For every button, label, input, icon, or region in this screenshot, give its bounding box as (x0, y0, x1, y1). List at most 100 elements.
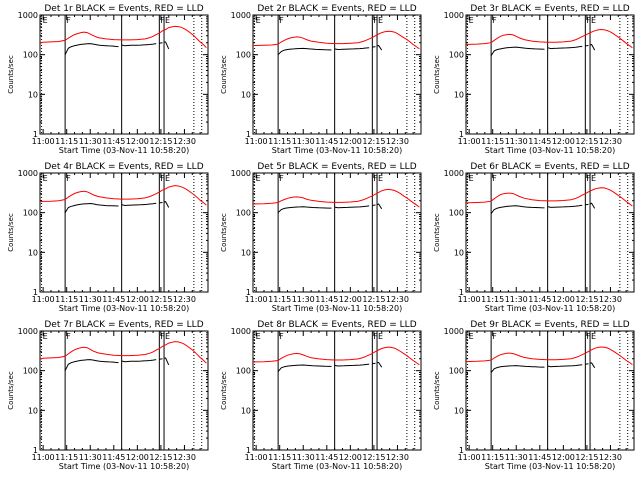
x-axis-label: Start Time (03-Nov-11 10:58:20) (485, 462, 615, 471)
marker-label: E (378, 332, 383, 341)
y-tick-label: 1 (246, 130, 251, 139)
x-tick-label: 12:15 (149, 453, 172, 462)
marker-label: F (66, 332, 71, 341)
y-axis: 1 10 100 1000 Counts/sec (220, 11, 421, 139)
y-axis-label: Counts/sec (220, 55, 228, 94)
plot-frame (465, 14, 635, 135)
marker-label: F (279, 332, 284, 341)
y-tick-label: 1 (246, 288, 251, 297)
x-tick-label: 12:00 (126, 453, 149, 462)
marker-label: F (586, 174, 591, 183)
x-axis-label: Start Time (03-Nov-11 10:58:20) (59, 304, 189, 313)
x-tick-label: 12:15 (575, 137, 598, 146)
marker-label: E (591, 16, 596, 25)
events-series-line (64, 200, 170, 213)
plot-frame (39, 330, 209, 451)
x-tick-label: 11:30 (292, 453, 315, 462)
lld-series-line (39, 341, 207, 364)
plot-frame (39, 14, 209, 135)
events-series-line (277, 203, 383, 214)
marker-label: E (256, 16, 261, 25)
marker-label: E (591, 332, 596, 341)
x-axis-label: Start Time (03-Nov-11 10:58:20) (59, 462, 189, 471)
y-tick-label: 1000 (18, 327, 38, 336)
x-tick-label: 12:15 (149, 137, 172, 146)
x-tick-label: 11:45 (315, 453, 338, 462)
marker-label: F (373, 16, 378, 25)
y-tick-label: 100 (449, 51, 464, 60)
chart-panel: Det 2r BLACK = Events, RED = LLD 1 10 100 10… (220, 4, 422, 155)
y-axis: 1 10 100 1000 Counts/sec (433, 327, 634, 455)
marker-label: E (378, 174, 383, 183)
x-tick-label: 11:00 (458, 137, 481, 146)
x-axis: 11:00 11:15 11:30 11:45 12:00 12:15 12:30Start… (245, 173, 422, 313)
x-axis-label: Start Time (03-Nov-11 10:58:20) (272, 462, 402, 471)
chart-panel: Det 7r BLACK = Events, RED = LLD 1 10 100 10… (7, 320, 209, 471)
chart-title: Det 4r BLACK = Events, RED = LLD (44, 162, 203, 172)
x-tick-label: 12:15 (575, 453, 598, 462)
events-series-line (490, 202, 596, 214)
events-series-line (277, 361, 383, 372)
y-tick-label: 1000 (444, 169, 464, 178)
marker-label: E (43, 16, 48, 25)
y-tick-label: 100 (236, 209, 251, 218)
lld-series-line (252, 346, 420, 366)
lld-series-line (465, 187, 633, 207)
x-tick-label: 12:15 (362, 137, 385, 146)
events-series-line (490, 362, 596, 373)
marker-label: F (279, 174, 284, 183)
x-tick-label: 12:30 (173, 295, 196, 304)
marker-label: F (66, 16, 71, 25)
y-tick-label: 100 (23, 51, 38, 60)
x-axis-label: Start Time (03-Nov-11 10:58:20) (272, 146, 402, 155)
y-tick-label: 1 (459, 130, 464, 139)
x-axis: 11:00 11:15 11:30 11:45 12:00 12:15 12:30Start… (245, 331, 422, 471)
y-tick-label: 1000 (18, 169, 38, 178)
x-tick-label: 12:30 (173, 137, 196, 146)
plot-frame (252, 172, 422, 293)
x-tick-label: 11:30 (79, 137, 102, 146)
x-tick-label: 11:45 (315, 295, 338, 304)
chart-title: Det 3r BLACK = Events, RED = LLD (470, 4, 629, 14)
marker-label: F (492, 174, 497, 183)
x-axis-label: Start Time (03-Nov-11 10:58:20) (485, 146, 615, 155)
y-tick-label: 10 (241, 248, 251, 257)
y-axis: 1 10 100 1000 Counts/sec (7, 327, 208, 455)
chart-panel: Det 6r BLACK = Events, RED = LLD 1 10 100 10… (433, 162, 635, 313)
y-tick-label: 10 (454, 406, 464, 415)
y-tick-label: 100 (236, 367, 251, 376)
y-tick-label: 1000 (18, 11, 38, 20)
x-tick-label: 11:30 (292, 295, 315, 304)
marker-label: E (469, 16, 474, 25)
x-tick-label: 11:45 (528, 453, 551, 462)
x-axis: 11:00 11:15 11:30 11:45 12:00 12:15 12:30Start… (245, 15, 422, 155)
x-tick-label: 12:00 (126, 137, 149, 146)
x-tick-label: 11:15 (268, 295, 291, 304)
x-tick-label: 12:30 (599, 137, 622, 146)
x-axis: 11:00 11:15 11:30 11:45 12:00 12:15 12:30Start… (458, 331, 635, 471)
x-axis: 11:00 11:15 11:30 11:45 12:00 12:15 12:30Start… (32, 173, 209, 313)
y-axis: 1 10 100 1000 Counts/sec (220, 327, 421, 455)
marker-label: E (256, 332, 261, 341)
x-tick-label: 12:00 (339, 453, 362, 462)
y-axis-label: Counts/sec (433, 55, 441, 94)
plot-frame (465, 172, 635, 293)
y-tick-label: 100 (449, 367, 464, 376)
x-tick-label: 12:15 (575, 295, 598, 304)
x-tick-label: 11:45 (102, 295, 125, 304)
y-axis-label: Counts/sec (433, 371, 441, 410)
y-tick-label: 1 (33, 130, 38, 139)
y-axis-label: Counts/sec (220, 213, 228, 252)
x-tick-label: 11:30 (292, 137, 315, 146)
y-tick-label: 1 (246, 446, 251, 455)
events-series-line (64, 357, 170, 371)
x-tick-label: 11:15 (268, 137, 291, 146)
marker-label: E (469, 174, 474, 183)
y-axis-label: Counts/sec (433, 213, 441, 252)
x-tick-label: 11:45 (528, 295, 551, 304)
chart-title: Det 6r BLACK = Events, RED = LLD (470, 162, 629, 172)
lld-series-line (465, 28, 633, 49)
y-tick-label: 1 (33, 288, 38, 297)
y-tick-label: 100 (23, 209, 38, 218)
x-tick-label: 11:00 (245, 453, 268, 462)
